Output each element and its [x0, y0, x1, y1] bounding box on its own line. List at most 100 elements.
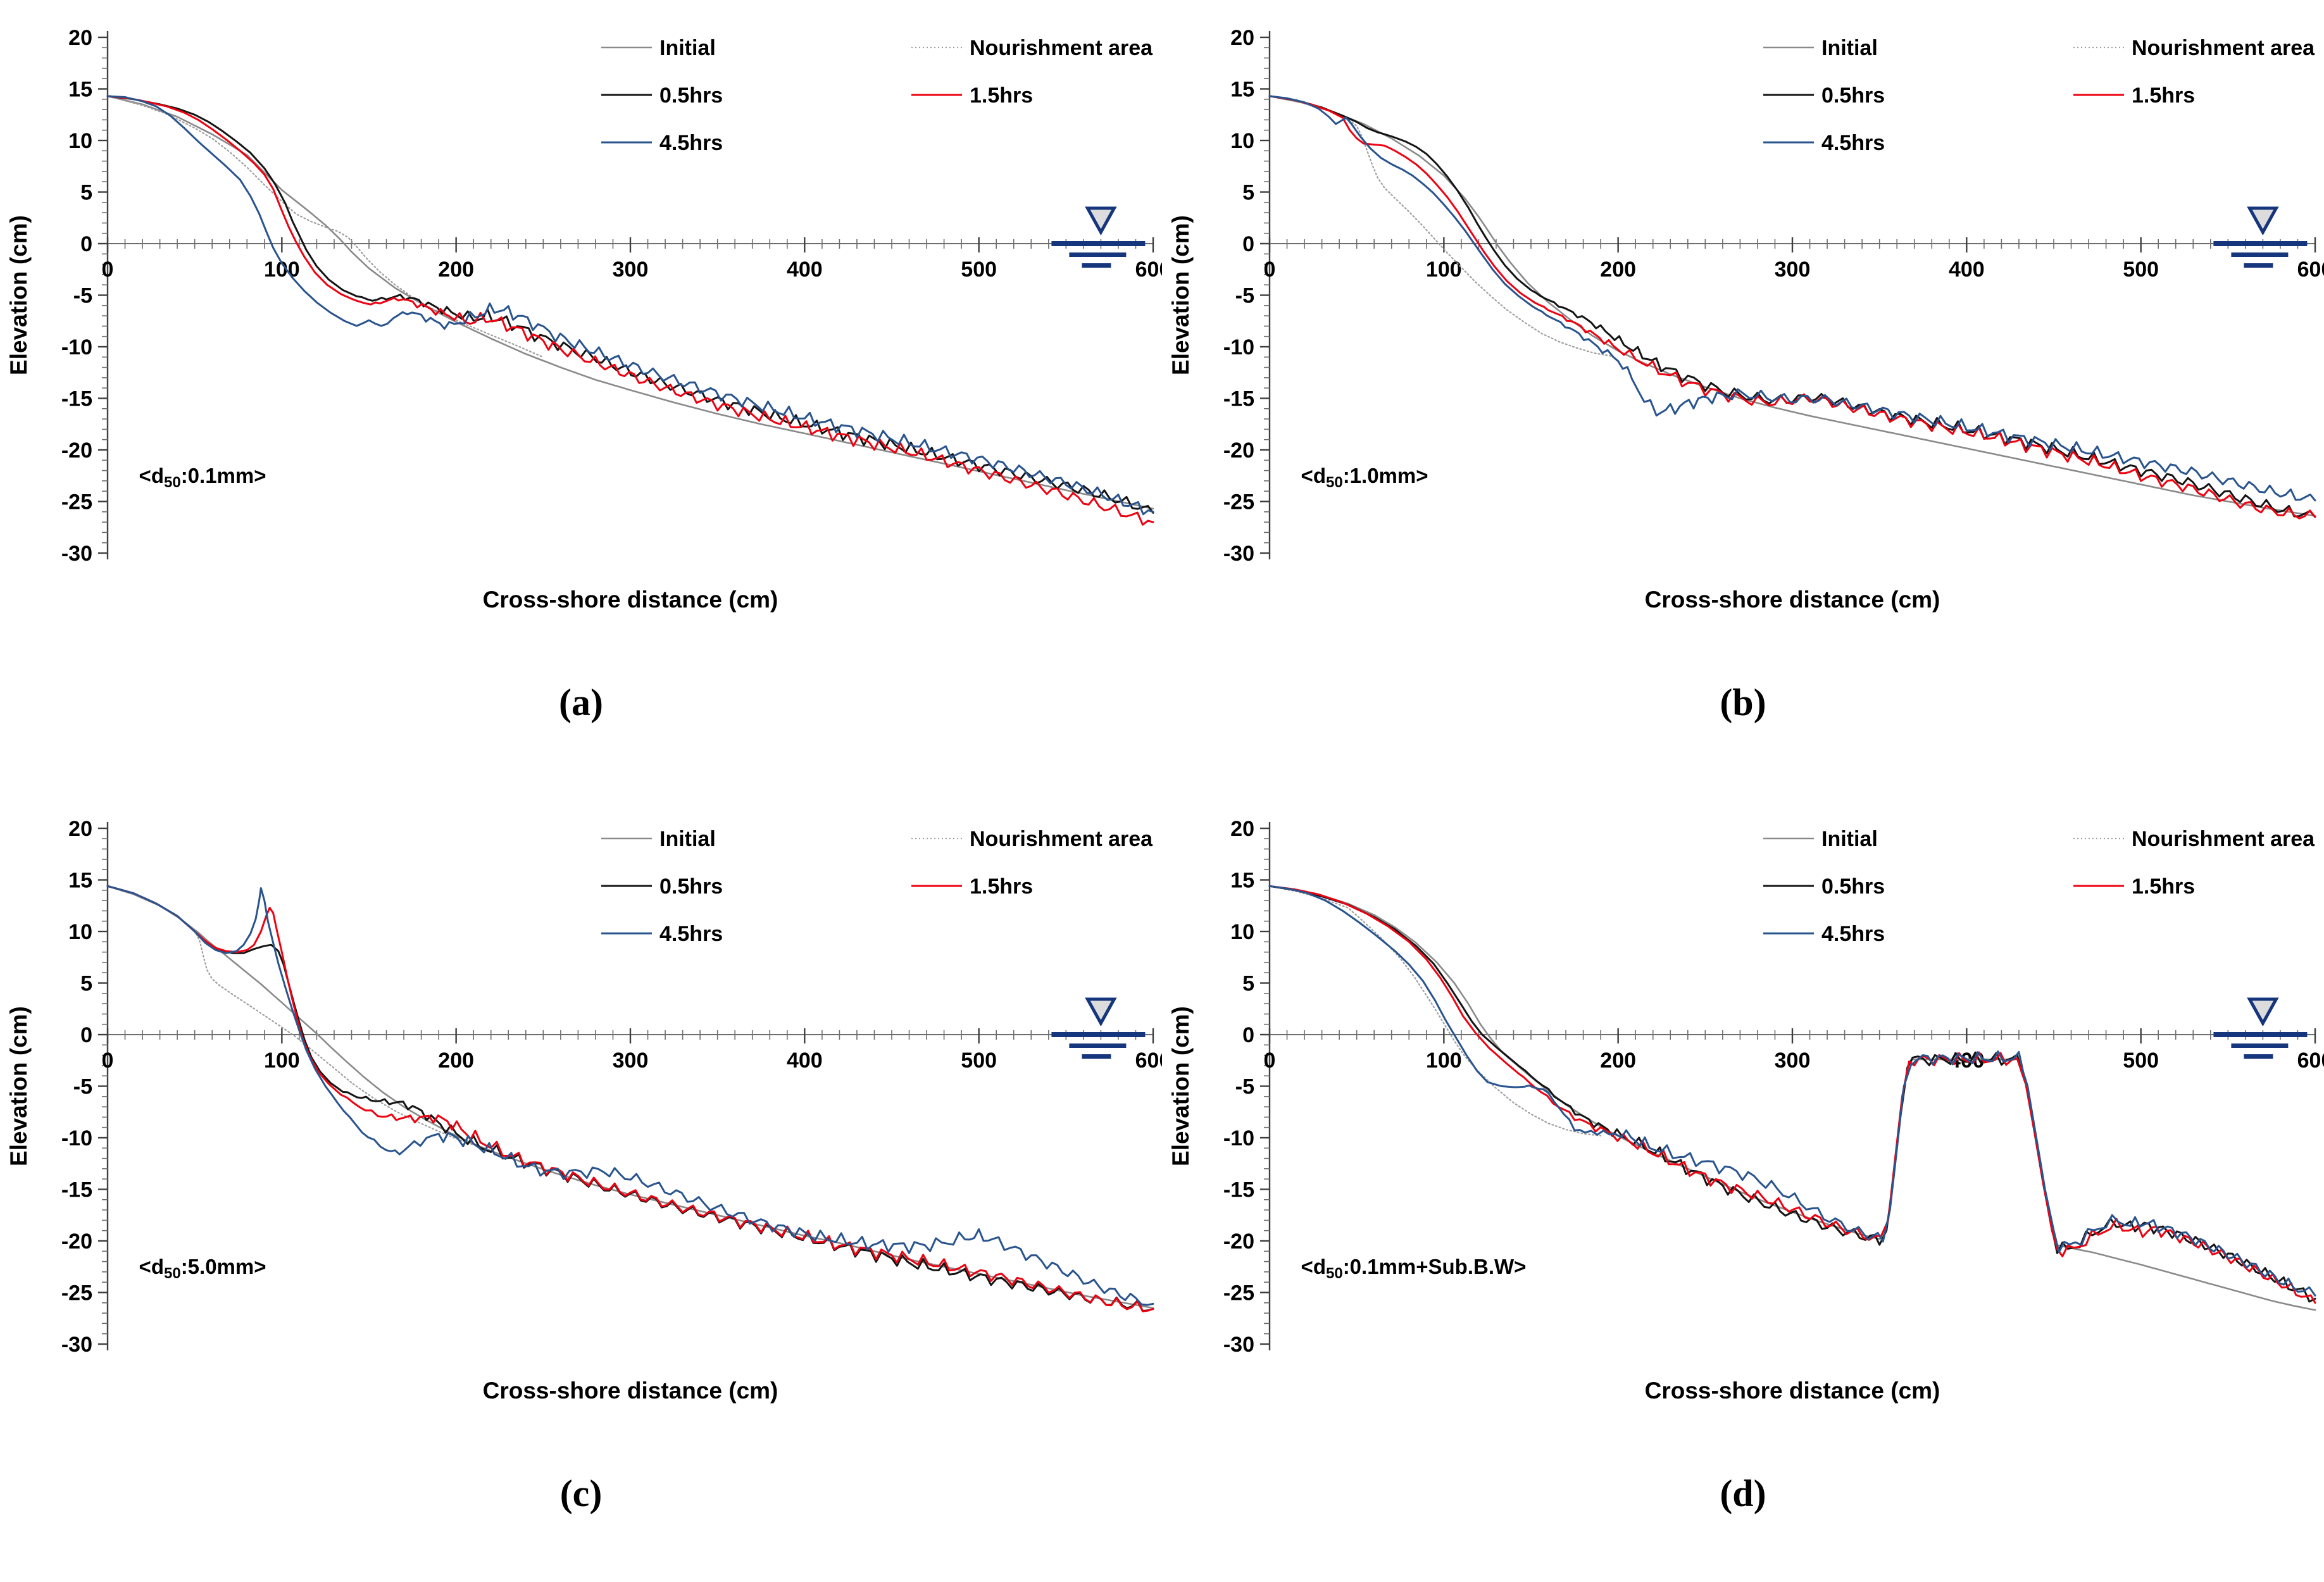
grain-size-label: <d50:5.0mm> [139, 1255, 266, 1282]
y-tick-label: -10 [1223, 335, 1254, 359]
x-tick-label: 300 [613, 258, 649, 282]
panel-c: 20 15 10 5 0 -5 -10 -15 -20 -25 -30 0 100 200 300 400 50… [0, 791, 1162, 1582]
chart-b: 20 15 10 5 0 -5 -10 -15 -20 -25 -30 0 100 200 300 400 50… [1162, 0, 2324, 636]
chart-d: 20 15 10 5 0 -5 -10 -15 -20 -25 -30 0 100 200 300 400 50… [1162, 791, 2324, 1427]
series-group [1268, 95, 2316, 520]
y-tick-label: -10 [61, 335, 92, 359]
legend-label: 4.5hrs [1821, 131, 1885, 155]
series-h15 [106, 885, 1154, 1312]
y-axis-title: Elevation (cm) [1168, 1006, 1194, 1166]
panel-b: 20 15 10 5 0 -5 -10 -15 -20 -25 -30 0 100 200 300 400 50… [1162, 0, 2324, 791]
x-tick-label: 200 [438, 1049, 474, 1073]
y-tick-label: -15 [61, 387, 92, 411]
caption-d: (d) [1720, 1472, 1766, 1514]
x-tick-label: 400 [1949, 258, 1985, 282]
y-tick-label: 20 [1230, 26, 1254, 50]
y-tick-label: 10 [68, 129, 92, 153]
y-tick-label: -30 [61, 542, 92, 566]
x-tick-label: 500 [961, 1049, 997, 1073]
panel-a: 20 15 10 5 0 -5 -10 -15 -20 -25 -30 0 100 200 300 400 50… [0, 0, 1162, 791]
legend-label: 0.5hrs [659, 875, 723, 899]
water-level-icon [1051, 206, 1146, 268]
y-axis-title: Elevation (cm) [1168, 215, 1194, 375]
x-tick-label: 400 [787, 258, 823, 282]
y-axis-title: Elevation (cm) [6, 215, 32, 375]
x-tick-label: 100 [1426, 1049, 1462, 1073]
x-tick-label: 600 [1135, 258, 1162, 282]
x-axis-title: Cross-shore distance (cm) [483, 1378, 778, 1404]
y-tick-label: -25 [1223, 1281, 1254, 1305]
series-h05 [1268, 95, 2316, 518]
series-h05 [106, 95, 1154, 514]
y-tick-label: -30 [61, 1333, 92, 1357]
x-tick-label: 600 [2297, 258, 2324, 282]
y-tick-label: -30 [1223, 1333, 1254, 1357]
x-tick-label: 0 [1264, 258, 1276, 282]
series-initial [1268, 885, 2316, 1311]
x-tick-label: 0 [102, 258, 114, 282]
water-level-icon [2213, 997, 2308, 1059]
caption-b: (b) [1720, 681, 1766, 723]
y-tick-label: 20 [68, 26, 92, 50]
legend-label: 0.5hrs [1821, 84, 1885, 108]
y-tick-label: -5 [1235, 1075, 1254, 1099]
y-tick-label: 0 [80, 1023, 92, 1047]
caption-c: (c) [559, 1472, 603, 1514]
y-tick-label: 10 [1230, 920, 1254, 944]
y-tick-label: -10 [1223, 1126, 1254, 1150]
x-axis-title: Cross-shore distance (cm) [483, 587, 778, 613]
legend-label: 0.5hrs [1821, 875, 1885, 899]
series-h45 [1268, 885, 2316, 1297]
series-initial [1268, 95, 2316, 517]
legend-label: 1.5hrs [970, 84, 1033, 108]
water-level-icon [2213, 206, 2308, 268]
legend-label: Initial [659, 827, 716, 851]
grain-size-label: <d50:1.0mm> [1301, 464, 1428, 491]
series-h45 [106, 95, 1154, 516]
series-nourishment [106, 885, 478, 1147]
legend-label: 4.5hrs [659, 131, 723, 155]
panel-d: 20 15 10 5 0 -5 -10 -15 -20 -25 -30 0 100 200 300 400 50… [1162, 791, 2324, 1582]
y-tick-label: -25 [61, 490, 92, 514]
y-tick-label: 0 [1242, 232, 1254, 256]
y-tick-label: 5 [1242, 972, 1254, 996]
x-tick-label: 0 [1264, 1049, 1276, 1073]
legend-label: Nourishment area [2132, 827, 2315, 851]
series-initial [106, 95, 1154, 510]
x-axis-title: Cross-shore distance (cm) [1645, 1378, 1940, 1404]
x-tick-label: 300 [613, 1049, 649, 1073]
x-tick-label: 0 [102, 1049, 114, 1073]
chart-c: 20 15 10 5 0 -5 -10 -15 -20 -25 -30 0 100 200 300 400 50… [0, 791, 1162, 1427]
y-tick-label: -25 [61, 1281, 92, 1305]
legend-label: Nourishment area [970, 36, 1153, 60]
legend-label: Nourishment area [2132, 36, 2315, 60]
legend: Initial 0.5hrs 4.5hrs Nourishment area 1.5hr… [1763, 827, 2315, 946]
legend-label: Initial [1821, 36, 1878, 60]
x-tick-label: 100 [264, 258, 300, 282]
y-tick-label: -10 [61, 1126, 92, 1150]
x-tick-label: 200 [1600, 1049, 1636, 1073]
x-tick-label: 600 [2297, 1049, 2324, 1073]
x-tick-label: 200 [438, 258, 474, 282]
series-h05 [1268, 885, 2316, 1303]
series-h15 [1268, 885, 2316, 1304]
legend-label: Nourishment area [970, 827, 1153, 851]
series-h45 [1268, 95, 2316, 502]
y-tick-label: 15 [1230, 869, 1254, 893]
legend-label: 1.5hrs [2132, 875, 2195, 899]
series-h15 [1268, 95, 2316, 520]
x-tick-label: 300 [1775, 1049, 1811, 1073]
x-tick-label: 500 [2123, 1049, 2159, 1073]
series-group [106, 885, 1154, 1312]
y-tick-label: -30 [1223, 542, 1254, 566]
y-tick-label: 15 [68, 869, 92, 893]
x-tick-label: 400 [787, 1049, 823, 1073]
y-tick-label: 0 [1242, 1023, 1254, 1047]
y-tick-label: -20 [1223, 1230, 1254, 1254]
y-tick-label: 10 [1230, 129, 1254, 153]
y-tick-label: -20 [61, 439, 92, 463]
